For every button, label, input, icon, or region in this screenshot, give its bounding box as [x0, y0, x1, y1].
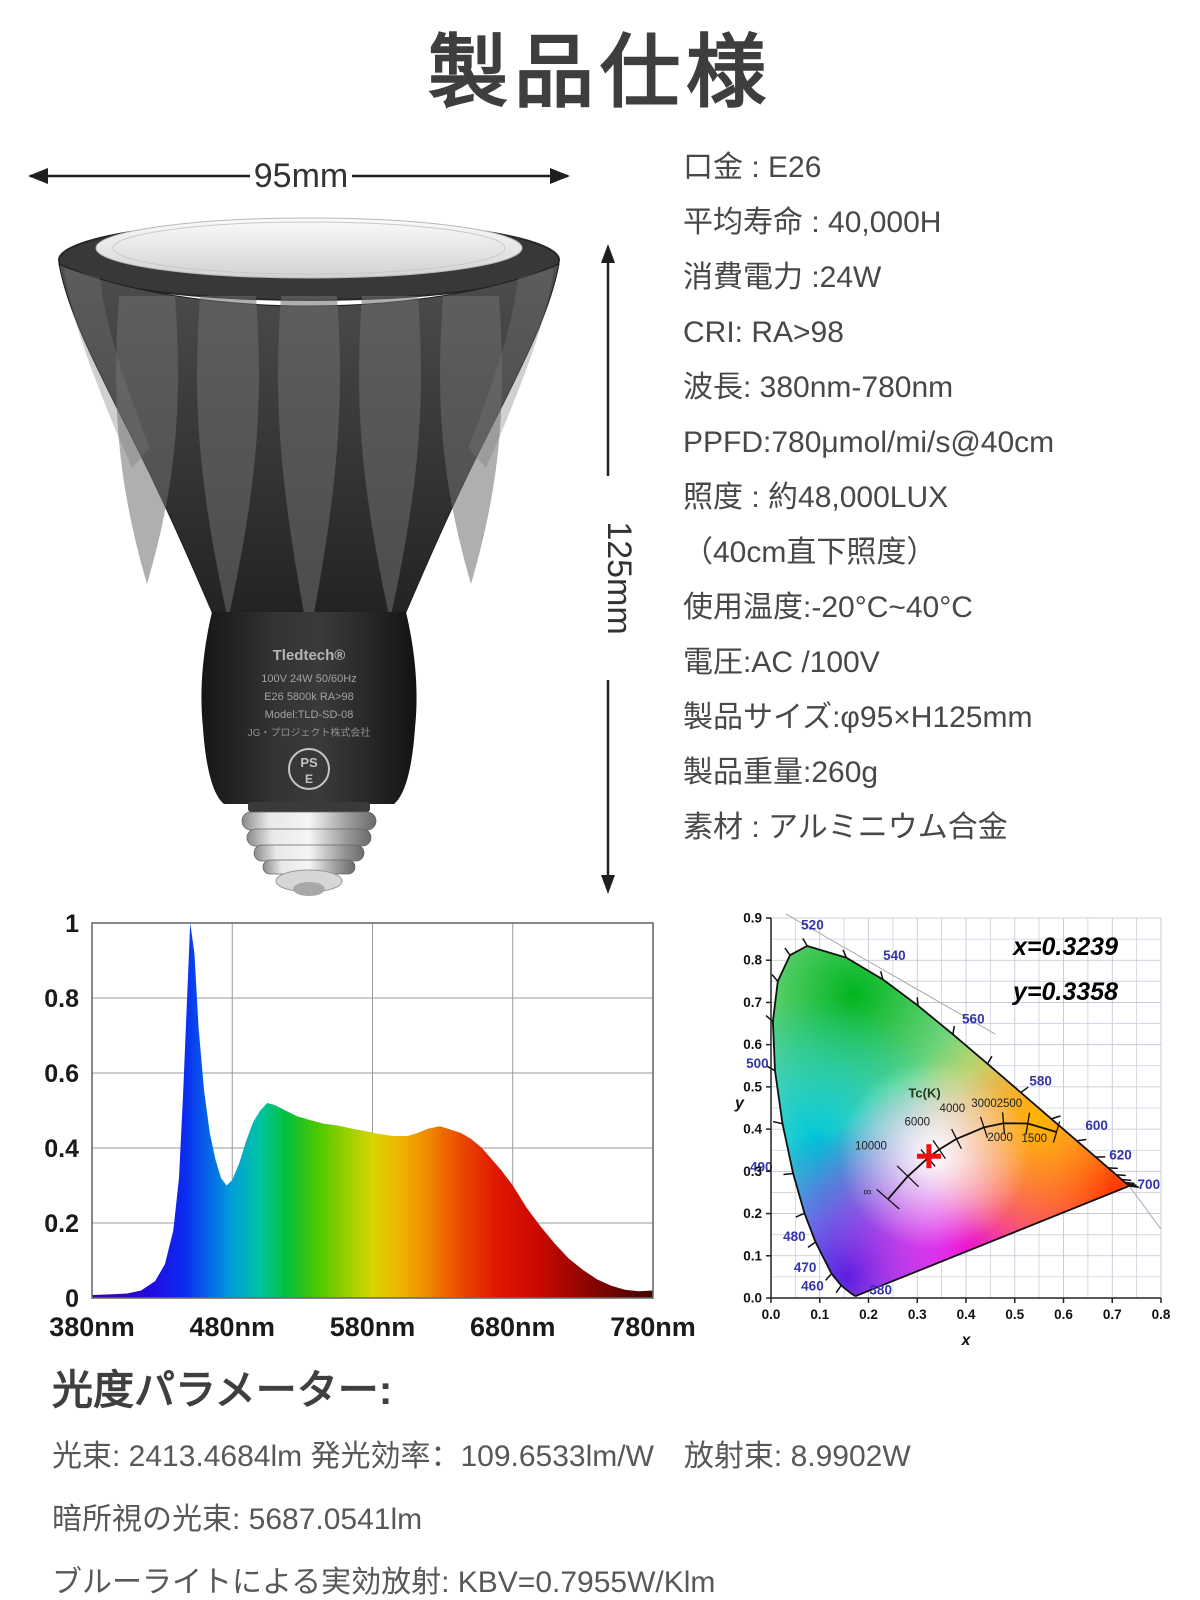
dimension-width-label: 95mm	[254, 157, 348, 195]
svg-text:0.6: 0.6	[1054, 1307, 1073, 1322]
svg-text:0.8: 0.8	[44, 985, 79, 1013]
svg-text:0.0: 0.0	[743, 1291, 762, 1306]
svg-text:480nm: 480nm	[189, 1312, 275, 1342]
svg-text:0.8: 0.8	[1152, 1307, 1171, 1322]
svg-text:780nm: 780nm	[610, 1312, 696, 1342]
svg-text:500: 500	[746, 1056, 769, 1071]
svg-text:0.3: 0.3	[908, 1307, 927, 1322]
heatsink-fins	[116, 296, 502, 640]
spec-item: 口金 : E26	[683, 151, 822, 184]
photometric-heading: 光度パラメーター:	[52, 1367, 393, 1413]
spec-item: 波長: 380nm-780nm	[683, 371, 954, 404]
cie-diagram: 380 460 470 480 490 500 520 540 560 580 600 620 700 0…	[713, 893, 1198, 1368]
spectrum-chart: 1 0.8 0.6 0.4 0.2 0 380nm 480nm 580nm 680nm 780nm	[28, 896, 718, 1366]
svg-text:0.4: 0.4	[957, 1307, 976, 1322]
svg-text:0.0: 0.0	[762, 1307, 781, 1322]
e26-screw-base	[241, 802, 377, 896]
svg-text:0.9: 0.9	[743, 911, 762, 926]
svg-text:E: E	[305, 772, 313, 786]
svg-text:380nm: 380nm	[49, 1312, 135, 1342]
bulb-illustration: 95mm 125mm	[28, 157, 638, 896]
svg-text:6000: 6000	[904, 1117, 930, 1129]
spec-item: 使用温度:-20°C~40°C	[683, 591, 973, 624]
spec-item: （40cm直下照度）	[683, 536, 937, 569]
svg-text:520: 520	[801, 917, 824, 932]
svg-text:480: 480	[783, 1229, 806, 1244]
svg-text:0.4: 0.4	[743, 1122, 762, 1137]
spec-list: 口金 : E26 平均寿命 : 40,000H 消費電力 :24W CRI: R…	[683, 140, 1054, 855]
spec-item: 製品重量:260g	[683, 756, 879, 789]
svg-text:JG・プロジェクト株式会社: JG・プロジェクト株式会社	[248, 726, 371, 739]
svg-text:0.8: 0.8	[743, 953, 762, 968]
spec-item: 製品サイズ:φ95×H125mm	[683, 701, 1033, 734]
spec-item: 素材 : アルミニウム合金	[683, 811, 1008, 844]
svg-text:2500: 2500	[997, 1098, 1023, 1110]
svg-text:0: 0	[65, 1285, 79, 1313]
photometric-section: 光度パラメーター: 光束: 2413.4684lm 発光効率：109.6533l…	[52, 1356, 1182, 1600]
svg-text:580nm: 580nm	[330, 1312, 416, 1342]
height-dimension	[601, 244, 615, 894]
bulb-brand: Tledtech®	[273, 647, 346, 664]
svg-text:680nm: 680nm	[470, 1312, 556, 1342]
width-dimension	[28, 168, 570, 184]
svg-text:0.2: 0.2	[743, 1206, 762, 1221]
svg-text:Model:TLD-SD-08: Model:TLD-SD-08	[265, 709, 354, 721]
svg-text:0.5: 0.5	[1005, 1307, 1024, 1322]
svg-text:x: x	[961, 1332, 972, 1349]
spec-item: PPFD:780μmol/mi/s@40cm	[683, 426, 1055, 459]
svg-text:540: 540	[883, 948, 906, 963]
svg-text:4000: 4000	[940, 1103, 966, 1115]
photometric-line: 光束: 2413.4684lm 発光効率：109.6533lm/W 放射束: 8…	[52, 1440, 911, 1473]
spec-item: 消費電力 :24W	[683, 261, 882, 294]
svg-text:600: 600	[1085, 1118, 1108, 1133]
svg-text:PS: PS	[300, 755, 318, 770]
page-title: 製品仕様	[428, 28, 772, 117]
photometric-line: ブルーライトによる実効放射: KBV=0.7955W/Klm	[52, 1566, 716, 1599]
svg-text:y: y	[734, 1095, 745, 1112]
svg-text:∞: ∞	[863, 1186, 871, 1198]
svg-text:0.5: 0.5	[743, 1079, 762, 1094]
svg-text:0.1: 0.1	[743, 1248, 762, 1263]
svg-text:0.4: 0.4	[44, 1135, 79, 1163]
svg-text:10000: 10000	[855, 1140, 887, 1152]
svg-text:560: 560	[962, 1012, 985, 1027]
svg-text:Tc(K): Tc(K)	[908, 1085, 940, 1100]
svg-text:0.7: 0.7	[1103, 1307, 1122, 1322]
svg-text:0.1: 0.1	[810, 1307, 829, 1322]
spec-item: CRI: RA>98	[683, 316, 844, 349]
svg-text:0.6: 0.6	[44, 1060, 79, 1088]
svg-text:1500: 1500	[1021, 1133, 1047, 1145]
svg-text:460: 460	[801, 1278, 824, 1293]
svg-text:3000: 3000	[971, 1098, 997, 1110]
spec-item: 電圧:AC /100V	[683, 646, 880, 679]
spec-item: 平均寿命 : 40,000H	[683, 206, 942, 239]
bulb-print-label: Tledtech® 100V 24W 50/60Hz E26 5800k RA>…	[248, 647, 371, 790]
product-photo: 95mm 125mm	[12, 148, 652, 908]
svg-text:1: 1	[65, 910, 79, 938]
svg-text:580: 580	[1029, 1074, 1052, 1089]
svg-text:x=0.3239: x=0.3239	[1011, 933, 1118, 961]
svg-text:100V 24W 50/60Hz: 100V 24W 50/60Hz	[261, 673, 356, 685]
svg-text:0.7: 0.7	[743, 995, 762, 1010]
dimension-height-label: 125mm	[600, 521, 638, 634]
svg-text:380: 380	[869, 1283, 892, 1298]
svg-text:0.6: 0.6	[743, 1037, 762, 1052]
svg-text:700: 700	[1138, 1177, 1161, 1192]
svg-text:0.2: 0.2	[44, 1210, 79, 1238]
svg-text:E26 5800k RA>98: E26 5800k RA>98	[264, 691, 354, 703]
svg-text:2000: 2000	[987, 1132, 1013, 1144]
pse-mark: PS E	[288, 748, 330, 790]
svg-text:0.2: 0.2	[859, 1307, 878, 1322]
photometric-line: 暗所視の光束: 5687.0541lm	[52, 1503, 423, 1536]
svg-text:y=0.3358: y=0.3358	[1011, 978, 1118, 1006]
bulb-body: Tledtech® 100V 24W 50/60Hz E26 5800k RA>…	[58, 217, 560, 896]
svg-text:620: 620	[1109, 1148, 1132, 1163]
svg-text:0.3: 0.3	[743, 1164, 762, 1179]
svg-text:470: 470	[794, 1260, 817, 1275]
spec-item: 照度 : 約48,000LUX	[683, 481, 949, 514]
